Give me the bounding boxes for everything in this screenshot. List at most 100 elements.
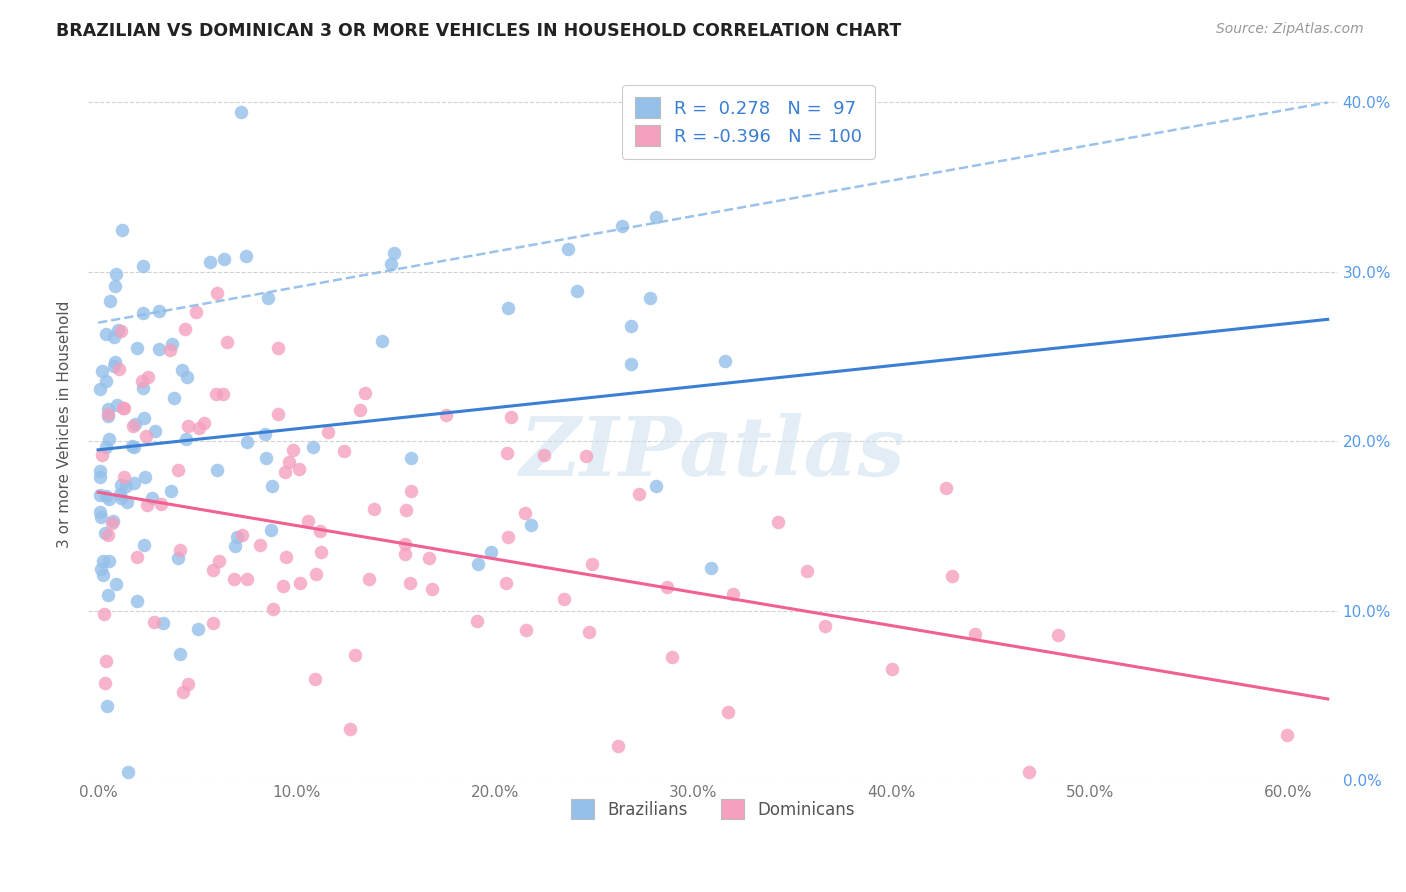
Point [170, 363, 193, 377]
Point [108, 362, 131, 376]
Point [465, 614, 488, 628]
Point [657, 580, 679, 594]
Point [94, 489, 117, 503]
Point [89, 464, 111, 478]
Point [98, 491, 121, 506]
Point [110, 491, 132, 505]
Point [935, 482, 957, 496]
Point [880, 662, 903, 676]
Point [395, 503, 418, 517]
Point [714, 354, 737, 368]
Point [121, 439, 143, 453]
Point [125, 549, 148, 564]
Point [174, 321, 197, 335]
Point [172, 685, 194, 699]
Point [305, 567, 328, 582]
Point [98, 294, 121, 309]
Point [700, 561, 723, 575]
Point [115, 479, 138, 493]
Point [796, 564, 818, 578]
Point [132, 260, 155, 274]
Point [231, 528, 253, 542]
Point [97, 432, 120, 446]
Point [302, 441, 325, 455]
Point [814, 619, 837, 633]
Point [166, 463, 188, 477]
Point [108, 487, 131, 501]
Point [1275, 728, 1298, 742]
Point [103, 359, 125, 373]
Point [628, 487, 651, 501]
Point [645, 211, 668, 225]
Point [186, 305, 208, 319]
Point [418, 550, 440, 565]
Point [91, 568, 114, 582]
Point [134, 470, 156, 484]
Point [111, 223, 134, 237]
Point [496, 301, 519, 316]
Point [309, 545, 332, 559]
Point [143, 424, 166, 438]
Point [1018, 765, 1040, 780]
Point [318, 425, 340, 439]
Point [110, 477, 132, 491]
Point [371, 334, 394, 348]
Point [176, 369, 198, 384]
Point [96, 440, 118, 454]
Point [105, 577, 128, 591]
Point [202, 616, 225, 631]
Point [97, 528, 120, 542]
Point [169, 647, 191, 661]
Point [91, 448, 114, 462]
Point [117, 764, 139, 779]
Point [287, 461, 309, 475]
Point [205, 463, 228, 477]
Point [93, 676, 115, 690]
Point [193, 417, 215, 431]
Point [148, 342, 170, 356]
Point [132, 305, 155, 319]
Point [115, 495, 138, 509]
Point [578, 625, 600, 640]
Point [339, 723, 361, 737]
Point [112, 401, 135, 416]
Point [90, 510, 112, 524]
Point [382, 246, 405, 260]
Point [176, 418, 198, 433]
Point [101, 514, 124, 528]
Point [89, 382, 111, 396]
Point [136, 498, 159, 512]
Point [394, 547, 416, 561]
Point [661, 649, 683, 664]
Point [297, 514, 319, 528]
Point [434, 409, 457, 423]
Point [89, 469, 111, 483]
Text: ZIPatlas: ZIPatlas [520, 413, 905, 493]
Text: Source: ZipAtlas.com: Source: ZipAtlas.com [1216, 22, 1364, 37]
Point [97, 409, 120, 423]
Point [97, 401, 120, 416]
Point [260, 478, 283, 492]
Point [254, 451, 277, 466]
Point [575, 449, 598, 463]
Point [214, 252, 236, 267]
Point [215, 334, 238, 349]
Point [207, 286, 229, 301]
Point [167, 550, 190, 565]
Point [163, 391, 186, 405]
Point [420, 582, 443, 596]
Point [380, 257, 402, 271]
Point [122, 475, 145, 490]
Point [148, 303, 170, 318]
Point [100, 516, 122, 531]
Point [565, 285, 588, 299]
Point [90, 562, 112, 576]
Point [399, 450, 422, 465]
Point [94, 374, 117, 388]
Point [645, 479, 668, 493]
Point [620, 319, 643, 334]
Point [288, 576, 311, 591]
Point [134, 410, 156, 425]
Point [260, 523, 283, 537]
Point [136, 370, 159, 384]
